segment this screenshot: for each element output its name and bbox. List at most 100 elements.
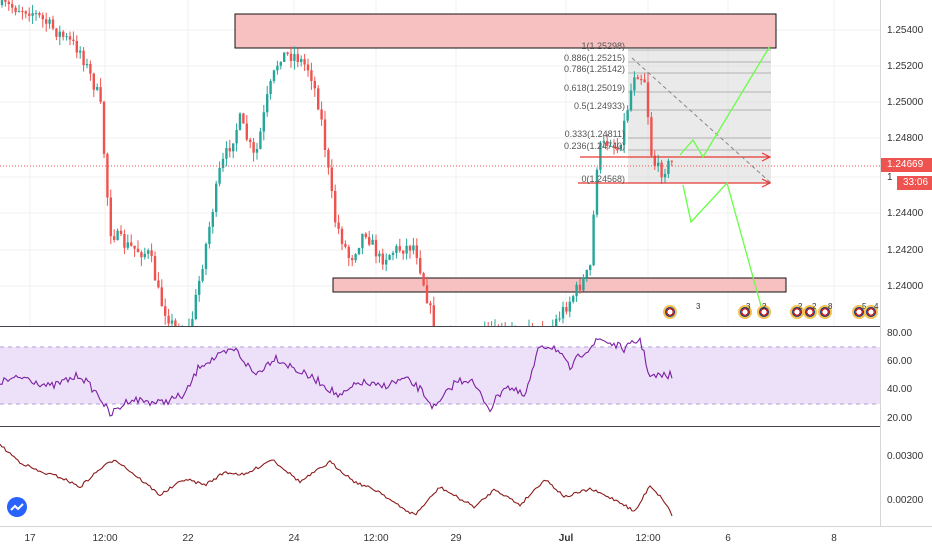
price-tick-partial: 1 [887,172,893,183]
price-chart-pane[interactable]: 1(1.25298)0.886(1.25215)0.786(1.25142)0.… [0,0,880,326]
candle [157,272,159,288]
rsi-indicator-pane[interactable] [0,327,880,426]
price-tick: 1.24000 [887,281,923,292]
candle [69,31,71,45]
candle [558,312,560,322]
time-tick: 6 [725,533,731,544]
atr-line [0,444,672,516]
candle [116,229,118,241]
time-tick: 24 [288,533,299,544]
candle [14,5,16,15]
candle [45,13,47,32]
event-count: 8 [828,302,832,311]
candle [154,251,156,280]
candle [222,153,224,172]
last-price-tag: 1.24669 [881,158,932,172]
candle [575,282,577,302]
candle [252,138,254,162]
candle [266,86,268,117]
fib-level-label: 0.333(1.24811) [565,129,625,139]
price-tick: 1.25400 [887,25,923,36]
atr-canvas[interactable] [0,427,880,525]
candle [8,0,10,11]
candle [225,141,227,166]
candle [494,319,496,326]
price-tick: 1.24800 [887,133,923,144]
time-axis[interactable]: 17 12:00 22 24 12:00 29 Jul 12:00 6 8 [0,526,932,551]
candle [48,17,50,29]
candle [31,5,33,24]
candle [399,239,401,253]
candle [4,0,6,7]
fib-level-label: 1(1.25298) [581,41,625,51]
candle [273,70,275,84]
candle [286,52,288,56]
candle [110,189,112,244]
candle [59,26,61,45]
candle [283,52,285,62]
candle [572,295,574,304]
rsi-canvas[interactable] [0,327,880,426]
candle [55,28,57,40]
candle [354,253,356,263]
candle [320,102,322,126]
candle [327,148,329,175]
candle [412,238,414,254]
candle [239,112,241,130]
event-count: 2 [798,302,802,311]
candle [86,59,88,69]
candle [130,234,132,246]
fib-level-label: 0.618(1.25019) [564,83,625,93]
candle [368,231,370,246]
candle [592,211,594,267]
candle [375,235,377,264]
candle [25,10,27,18]
candle [382,249,384,270]
time-tick: 17 [24,533,35,544]
candle [334,185,336,228]
candlestick-series [1,0,673,326]
candle [191,311,193,326]
candle [378,251,380,263]
candle [62,30,64,40]
time-tick: 12:00 [363,533,388,544]
rsi-tick: 80.00 [887,328,912,339]
atr-indicator-pane[interactable] [0,427,880,525]
rsi-tick: 40.00 [887,384,912,395]
candle [127,235,129,250]
candle [89,60,91,80]
candle [297,48,299,67]
support-zone[interactable] [333,278,786,292]
candle [65,33,67,41]
candle [395,244,397,258]
candle [120,225,122,236]
tradingview-logo-icon[interactable] [7,497,27,517]
candle [310,63,312,90]
candle [21,7,23,20]
candle [79,46,81,59]
candle [174,318,176,326]
country-flag-icon[interactable] [663,305,677,319]
bar-countdown-tag: 33:06 [897,176,932,190]
candle [259,128,261,150]
candle [416,238,418,264]
event-count: 2 [812,302,816,311]
candle [344,240,346,248]
event-count: 2 [762,302,766,311]
resistance-zone[interactable] [235,14,776,48]
candle [317,85,319,110]
price-chart-canvas[interactable] [0,0,880,326]
time-tick: 22 [182,533,193,544]
fib-level-label: 0.886(1.25215) [564,53,625,63]
candle [171,314,173,326]
event-count: 3 [696,302,700,311]
price-axis[interactable]: 1.25400 1.25200 1.25000 1.24800 1 1.2440… [880,0,932,526]
atr-tick: 0.00200 [887,495,923,506]
candle [133,246,135,257]
candle [365,232,367,239]
candle [144,248,146,260]
candle [93,73,95,98]
candle [82,47,84,71]
candle [198,276,200,302]
candle [18,5,20,13]
